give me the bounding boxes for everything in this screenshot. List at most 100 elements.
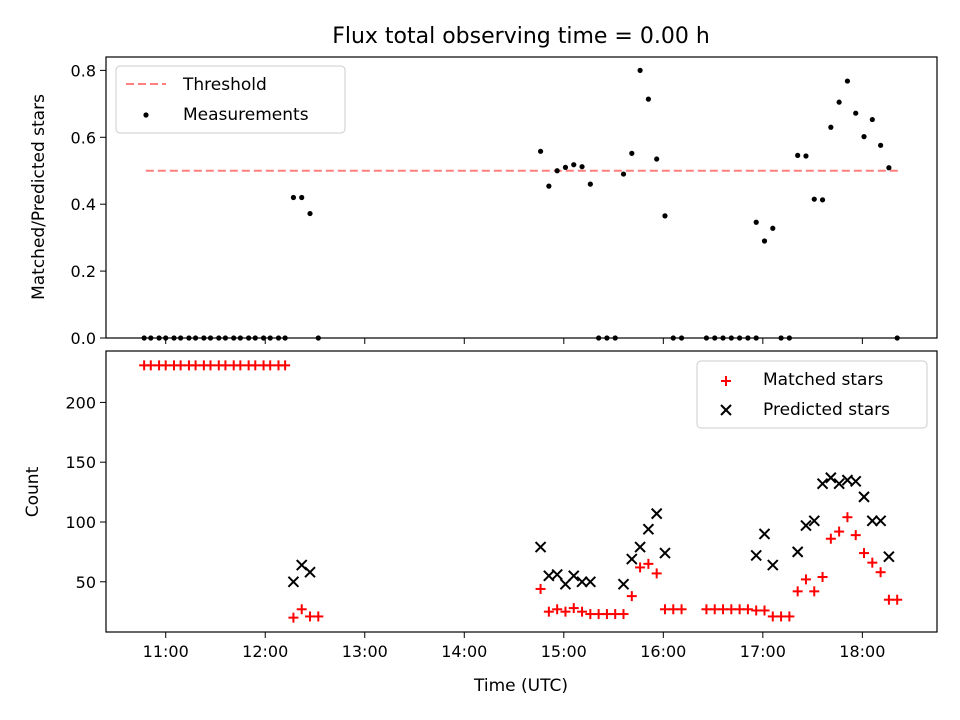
measurement-point bbox=[828, 124, 834, 130]
predicted-star-stroke bbox=[659, 547, 671, 559]
bottom-x-tick-label: 14:00 bbox=[441, 642, 487, 661]
bottom-x-tick-label: 18:00 bbox=[839, 642, 885, 661]
predicted-star-point bbox=[534, 541, 547, 553]
measurement-point bbox=[299, 194, 305, 201]
measurement-point bbox=[645, 96, 651, 102]
measurement-point bbox=[554, 168, 560, 174]
matched-star-point bbox=[288, 612, 299, 623]
matched-star-point bbox=[577, 606, 588, 617]
bottom-x-tick-label: 17:00 bbox=[740, 642, 786, 661]
measurement-point bbox=[290, 194, 297, 201]
bottom-x-tick-label: 16:00 bbox=[640, 642, 686, 661]
predicted-star-stroke bbox=[287, 576, 300, 588]
bottom-y-axis-label: Count bbox=[23, 466, 43, 517]
matched-star-point bbox=[825, 533, 836, 544]
legend-predicted-label: Predicted stars bbox=[763, 400, 890, 420]
measurement-point bbox=[712, 335, 718, 341]
predicted-star-point bbox=[858, 491, 870, 503]
matched-star-point bbox=[834, 526, 845, 537]
legend-matched-swatch bbox=[721, 376, 731, 386]
top-y-axis-label: Matched/Predicted stars bbox=[29, 94, 49, 300]
measurement-point bbox=[753, 335, 759, 341]
measurement-point bbox=[654, 156, 660, 162]
measurement-point bbox=[231, 335, 237, 341]
matched-star-point bbox=[618, 609, 629, 620]
matched-star-point bbox=[560, 606, 571, 617]
measurement-point bbox=[252, 335, 258, 341]
top-axis-ticks: 0.0 0.2 0.4 0.6 0.8 bbox=[71, 61, 863, 348]
matched-star-point bbox=[552, 604, 563, 615]
top-legend-box bbox=[115, 65, 346, 134]
predicted-star-stroke bbox=[816, 478, 829, 490]
predicted-star-point bbox=[758, 528, 771, 540]
measurement-point bbox=[678, 335, 685, 341]
measurement-point bbox=[745, 335, 751, 341]
measurement-point bbox=[836, 99, 842, 105]
top-y-tick-label: 0.0 bbox=[71, 329, 96, 348]
matched-star-point bbox=[784, 611, 795, 622]
bottom-y-tick-label: 150 bbox=[65, 453, 96, 472]
measurement-point bbox=[878, 142, 884, 148]
measurement-point bbox=[761, 238, 768, 244]
matched-star-point bbox=[850, 530, 861, 541]
measurement-point bbox=[803, 153, 809, 159]
predicted-star-point bbox=[634, 541, 646, 553]
measurement-point bbox=[637, 67, 643, 73]
predicted-star-stroke bbox=[304, 566, 316, 578]
matched-star-point bbox=[817, 571, 828, 582]
measurement-point bbox=[869, 116, 875, 123]
predicted-star-point bbox=[750, 549, 762, 562]
predicted-star-point bbox=[576, 576, 588, 588]
measurement-point bbox=[267, 335, 273, 341]
measurement-point bbox=[186, 335, 192, 341]
matched-star-point bbox=[643, 558, 654, 569]
measurement-point bbox=[216, 335, 222, 341]
predicted-star-stroke bbox=[833, 478, 845, 490]
matched-star-point bbox=[296, 604, 307, 615]
measurement-point bbox=[662, 213, 668, 219]
predicted-star-point bbox=[800, 519, 812, 532]
measurement-point bbox=[703, 335, 710, 341]
predicted-star-point bbox=[850, 475, 862, 488]
measurement-point bbox=[192, 335, 199, 341]
matched-star-point bbox=[800, 574, 811, 585]
bottom-legend: Matched stars Predicted stars bbox=[696, 360, 928, 429]
predicted-star-stroke bbox=[800, 519, 812, 532]
predicted-star-point bbox=[650, 507, 663, 520]
measurement-point bbox=[246, 335, 252, 341]
matched-star-point bbox=[792, 586, 803, 597]
matched-star-point bbox=[842, 512, 853, 523]
predicted-star-stroke bbox=[750, 549, 762, 562]
measurement-point bbox=[770, 225, 776, 231]
measurement-points bbox=[141, 67, 900, 341]
matched-star-point bbox=[759, 605, 770, 616]
measurement-point bbox=[546, 183, 552, 189]
measurement-point bbox=[148, 335, 154, 341]
predicted-star-stroke bbox=[758, 528, 771, 540]
legend-measurements-label: Measurements bbox=[183, 105, 309, 125]
predicted-star-stroke bbox=[866, 515, 879, 527]
measurement-point bbox=[778, 335, 784, 341]
predicted-star-stroke bbox=[650, 507, 663, 520]
predicted-star-point bbox=[659, 547, 671, 559]
measurement-point bbox=[315, 335, 321, 341]
bottom-y-tick-label: 200 bbox=[65, 393, 96, 412]
measurement-point bbox=[178, 335, 184, 341]
predicted-star-stroke bbox=[617, 578, 630, 590]
measurement-point bbox=[612, 335, 618, 341]
matched-star-point bbox=[635, 562, 646, 573]
matched-star-point bbox=[543, 606, 554, 617]
predicted-star-point bbox=[551, 568, 563, 581]
predicted-star-point bbox=[642, 523, 655, 535]
measurement-point bbox=[222, 335, 229, 341]
measurement-point bbox=[629, 150, 635, 156]
matched-star-point bbox=[651, 568, 662, 579]
bottom-panel: 50 100 150 200 11:00 12:00 13:00 14:00 15:00 16:0… bbox=[23, 350, 938, 696]
predicted-star-stroke bbox=[543, 570, 555, 582]
predicted-star-stroke bbox=[534, 541, 547, 553]
top-y-tick-label: 0.6 bbox=[71, 128, 96, 147]
legend-measurements-swatch bbox=[143, 112, 149, 118]
predicted-star-stroke bbox=[584, 576, 597, 588]
measurement-point bbox=[853, 110, 859, 116]
measurement-point bbox=[163, 335, 169, 341]
